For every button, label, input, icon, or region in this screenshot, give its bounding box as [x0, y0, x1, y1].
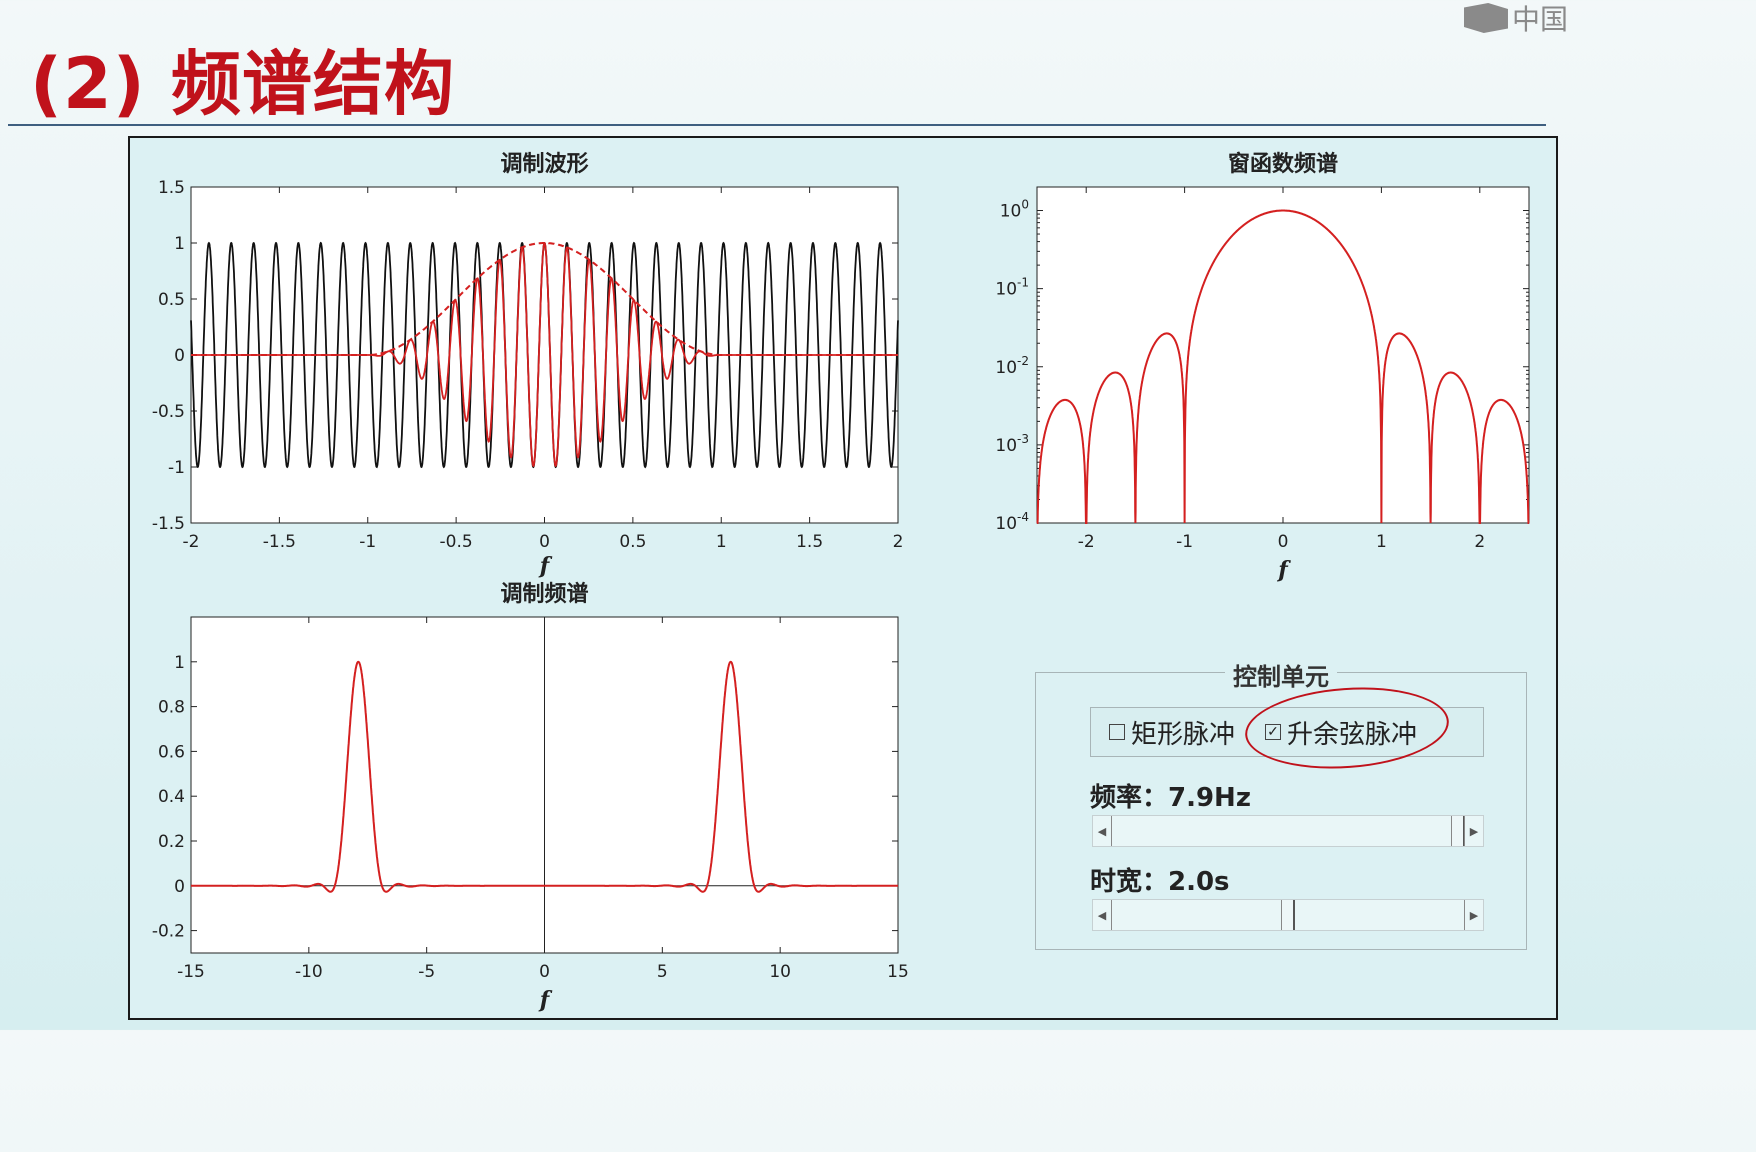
y-tick-label: 0.4 — [158, 787, 185, 807]
width-slider[interactable]: ◀ ▶ — [1092, 899, 1484, 931]
y-tick-label: 0 — [174, 877, 185, 897]
x-tick-label: -1 — [1176, 532, 1193, 552]
frequency-label: 频率：7.9Hz — [1090, 783, 1251, 813]
y-tick-label: 0.8 — [158, 698, 185, 718]
x-tick-label: -0.5 — [440, 532, 473, 552]
y-tick-label: 100 — [1000, 198, 1029, 222]
logo-icon — [1463, 3, 1508, 33]
x-axis-label: f — [538, 987, 553, 1013]
x-tick-label: -10 — [295, 962, 323, 982]
slider-left-arrow-icon[interactable]: ◀ — [1093, 900, 1112, 930]
window-spectrum-series — [1036, 209, 1530, 524]
logo-text: 中国 — [1511, 3, 1568, 36]
y-tick-label: 10-3 — [995, 432, 1029, 456]
slider-right-arrow-icon[interactable]: ▶ — [1464, 900, 1483, 930]
width-slider-thumb[interactable] — [1281, 900, 1295, 930]
x-tick-label: -2 — [183, 532, 200, 552]
title-divider — [8, 124, 1546, 126]
x-tick-label: -5 — [418, 962, 435, 982]
x-tick-label: -15 — [177, 962, 205, 982]
control-panel-title: 控制单元 — [1225, 657, 1337, 692]
x-tick-label: 10 — [769, 962, 791, 982]
matlab-figure-window: 调制波形 f -2 -1.5 -1 -0.5 0 0.5 1 1.5 2 1.5 1 0.5 0 -0.5 -1… — [128, 136, 1558, 1020]
width-label: 时宽：2.0s — [1090, 867, 1230, 897]
envelope-series — [191, 242, 898, 356]
y-tick-label: 10-4 — [995, 510, 1029, 534]
y-tick-label: 0 — [174, 346, 185, 366]
modulated-spectrum-series — [191, 660, 898, 893]
x-axis-label: f — [1276, 557, 1291, 583]
y-tick-label: 1.5 — [158, 178, 185, 198]
plot-area — [1036, 186, 1530, 524]
x-tick-label: 5 — [657, 962, 668, 982]
x-tick-label: -1.5 — [263, 532, 296, 552]
y-tick-label: 1 — [174, 653, 185, 673]
x-tick-label: 1 — [716, 532, 727, 552]
x-tick-label: 0.5 — [619, 532, 646, 552]
x-tick-label: 1.5 — [796, 532, 823, 552]
plot-title: 调制频谱 — [500, 581, 588, 607]
y-tick-label: 0.6 — [158, 742, 185, 762]
checkbox-checked-icon[interactable]: ✓ — [1265, 724, 1282, 740]
x-tick-label: 0 — [539, 962, 550, 982]
slider-right-arrow-icon[interactable]: ▶ — [1464, 816, 1483, 846]
x-axis-label: f — [538, 553, 553, 579]
plot-title: 窗函数频谱 — [1228, 151, 1338, 177]
pulse-type-group: 矩形脉冲 ✓ 升余弦脉冲 — [1090, 707, 1484, 757]
checkbox-icon[interactable] — [1109, 724, 1125, 740]
x-tick-label: 2 — [1474, 532, 1485, 552]
y-tick-label: 10-1 — [995, 276, 1029, 300]
x-tick-label: 1 — [1376, 532, 1387, 552]
cos-pulse-label: 升余弦脉冲 — [1287, 719, 1418, 750]
y-tick-label: -1 — [168, 458, 185, 478]
cos-pulse-checkbox[interactable]: ✓ 升余弦脉冲 — [1265, 714, 1417, 751]
slide-title: (2) 频谱结构 — [30, 43, 456, 125]
plot-title: 调制波形 — [500, 151, 588, 177]
rect-pulse-label: 矩形脉冲 — [1131, 719, 1236, 750]
y-tick-label: 0.5 — [158, 290, 185, 310]
y-tick-label: -0.2 — [152, 922, 185, 942]
y-tick-label: 1 — [174, 234, 185, 254]
y-tick-label: 0.2 — [158, 832, 185, 852]
x-tick-label: 2 — [893, 532, 904, 552]
y-tick-label: -0.5 — [152, 402, 185, 422]
logo: 中国 — [1463, 0, 1568, 36]
y-tick-label: 10-2 — [995, 354, 1029, 378]
control-panel: 控制单元 矩形脉冲 ✓ 升余弦脉冲 频率：7.9Hz ◀ ▶ 时宽：2.0s ◀… — [1035, 657, 1527, 950]
x-tick-label: -2 — [1078, 532, 1095, 552]
x-tick-label: 15 — [887, 962, 909, 982]
y-tick-label: -1.5 — [152, 514, 185, 534]
slider-left-arrow-icon[interactable]: ◀ — [1093, 816, 1112, 846]
rect-pulse-checkbox[interactable]: 矩形脉冲 — [1109, 714, 1235, 751]
frequency-slider-thumb[interactable] — [1451, 816, 1465, 846]
x-tick-label: 0 — [539, 532, 550, 552]
x-tick-label: -1 — [359, 532, 376, 552]
frequency-slider[interactable]: ◀ ▶ — [1092, 815, 1484, 847]
x-tick-label: 0 — [1278, 532, 1289, 552]
